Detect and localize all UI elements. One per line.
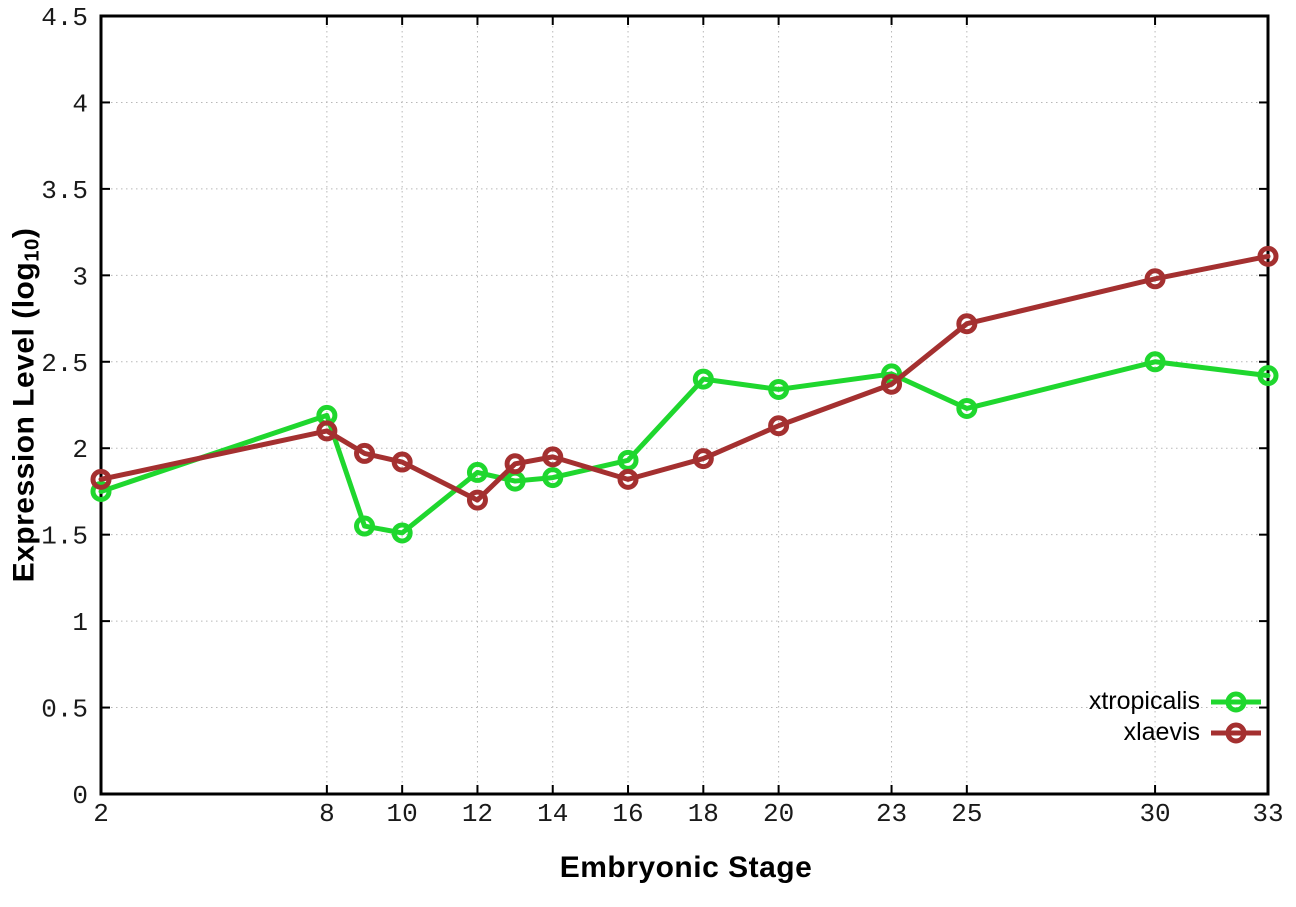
series-xlaevis-marker <box>542 446 564 468</box>
series-xlaevis-marker <box>354 442 376 464</box>
svg-text:20: 20 <box>763 799 794 829</box>
svg-text:4: 4 <box>72 89 88 119</box>
svg-text:0: 0 <box>72 781 88 811</box>
legend-item-xlaevis: xlaevis <box>1089 717 1262 748</box>
legend-item-xtropicalis: xtropicalis <box>1089 686 1262 717</box>
svg-text:14: 14 <box>537 799 568 829</box>
svg-text:23: 23 <box>876 799 907 829</box>
y-axis-tick-labels: 0 0.5 1 1.5 2 2.5 3 3.5 4 4.5 <box>41 3 88 811</box>
legend-sample-xtropicalis <box>1211 691 1261 712</box>
svg-text:2: 2 <box>72 435 88 465</box>
series-xtropicalis-marker <box>354 515 376 537</box>
series-xlaevis-marker <box>692 448 714 470</box>
gridlines <box>100 15 1269 795</box>
series-xtropicalis-marker <box>90 480 112 502</box>
svg-text:1: 1 <box>72 608 88 638</box>
series-xtropicalis-marker <box>391 522 413 544</box>
svg-text:33: 33 <box>1252 799 1283 829</box>
svg-text:16: 16 <box>612 799 643 829</box>
legend-sample-xlaevis <box>1211 722 1261 743</box>
svg-text:3: 3 <box>72 262 88 292</box>
svg-text:3.5: 3.5 <box>41 176 88 206</box>
series-xtropicalis-marker <box>1144 351 1166 373</box>
series-xtropicalis <box>90 351 1279 544</box>
series-xtropicalis-marker <box>617 449 639 471</box>
svg-text:2.5: 2.5 <box>41 349 88 379</box>
y-axis-title-text: Expression Level (log <box>7 261 41 583</box>
series-xlaevis-marker <box>768 415 790 437</box>
svg-text:2: 2 <box>93 799 109 829</box>
svg-text:8: 8 <box>319 799 335 829</box>
series-xtropicalis-marker <box>768 378 790 400</box>
y-axis-title: Expression Level (log10) <box>7 228 44 583</box>
series-xlaevis-marker <box>1144 268 1166 290</box>
series-xtropicalis-marker <box>542 467 564 489</box>
series-xlaevis-marker <box>90 468 112 490</box>
svg-text:18: 18 <box>688 799 719 829</box>
x-axis-tick-labels: 2 8 10 12 14 16 18 20 23 25 30 33 <box>93 799 1283 829</box>
series-xlaevis-marker <box>881 373 903 395</box>
svg-text:0.5: 0.5 <box>41 695 88 725</box>
series-xtropicalis-line <box>98 359 1271 536</box>
tick-marks <box>100 15 1269 795</box>
series-xtropicalis-marker <box>1257 365 1279 387</box>
svg-text:4.5: 4.5 <box>41 3 88 33</box>
series-xtropicalis-marker <box>956 397 978 419</box>
svg-text:1.5: 1.5 <box>41 522 88 552</box>
series-xlaevis-marker <box>316 420 338 442</box>
series-xlaevis-marker <box>466 489 488 511</box>
series-xtropicalis-marker <box>692 368 714 390</box>
svg-text:10: 10 <box>387 799 418 829</box>
y-axis-title-suffix: ) <box>7 227 41 239</box>
series-xlaevis-marker <box>956 313 978 335</box>
series-xlaevis-marker <box>504 453 526 475</box>
x-axis-title: Embryonic Stage <box>559 851 813 884</box>
series-xtropicalis-marker <box>466 461 488 483</box>
series-xlaevis-marker <box>617 468 639 490</box>
series-xlaevis-marker <box>1257 245 1279 267</box>
series-xlaevis <box>90 245 1279 511</box>
legend-label-xlaevis: xlaevis <box>1123 718 1200 746</box>
series-xlaevis-marker <box>391 451 413 473</box>
legend-label-xtropicalis: xtropicalis <box>1088 687 1200 715</box>
legend: xtropicalis xlaevis <box>1089 686 1262 748</box>
svg-text:12: 12 <box>462 799 493 829</box>
svg-text:30: 30 <box>1139 799 1170 829</box>
svg-text:25: 25 <box>951 799 982 829</box>
plot-border <box>99 14 1270 796</box>
y-axis-title-subscript: 10 <box>21 238 44 262</box>
